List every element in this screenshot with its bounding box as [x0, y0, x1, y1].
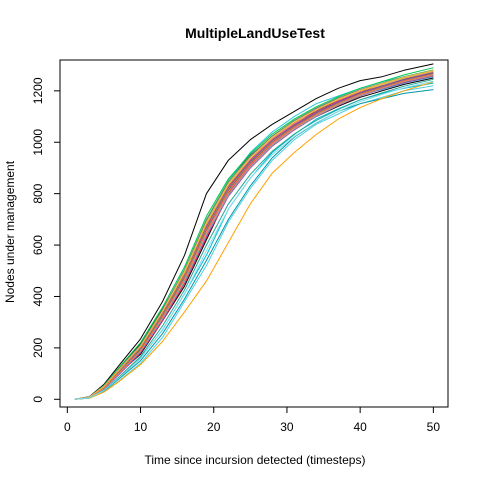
series-line-29 — [74, 73, 434, 400]
series-line-12 — [74, 71, 434, 400]
series-line-20 — [74, 73, 434, 400]
x-axis-label: Time since incursion detected (timesteps… — [145, 453, 366, 467]
series-line-15 — [74, 75, 434, 400]
series-line-6 — [74, 69, 434, 400]
x-tick-label: 20 — [207, 420, 221, 434]
series-line-2 — [74, 71, 434, 400]
series-line-26 — [74, 70, 434, 400]
series-line-32 — [74, 80, 434, 400]
series-line-14 — [74, 72, 434, 400]
series-line-17 — [74, 71, 434, 400]
y-tick-label: 800 — [31, 183, 45, 203]
series-line-1 — [74, 74, 434, 400]
y-tick-label: 200 — [31, 338, 45, 358]
x-tick-label: 30 — [280, 420, 294, 434]
x-tick-label: 40 — [353, 420, 367, 434]
y-axis-label: Nodes under management — [3, 160, 17, 303]
series-line-22 — [74, 74, 434, 400]
series-line-16 — [74, 69, 434, 400]
series-line-11 — [74, 73, 434, 400]
series-layer — [74, 63, 434, 400]
series-line-30 — [74, 70, 434, 400]
x-tick-label: 0 — [64, 420, 71, 434]
series-line-4 — [74, 77, 434, 400]
y-tick-label: 600 — [31, 235, 45, 255]
y-tick-label: 0 — [31, 396, 45, 403]
series-line-18 — [74, 67, 434, 400]
series-line-24 — [74, 69, 434, 400]
series-line-9 — [74, 89, 434, 400]
chart-title: MultipleLandUseTest — [185, 25, 325, 41]
x-tick-label: 10 — [134, 420, 148, 434]
series-line-27 — [74, 74, 434, 400]
plot-frame — [59, 59, 449, 408]
axes-layer: 0 10 20 30 40 50 0 200 400 600 800 1000 1200 — [31, 77, 440, 434]
x-tick-label: 50 — [427, 420, 441, 434]
y-tick-label: 1200 — [31, 77, 45, 104]
y-tick-label: 400 — [31, 286, 45, 306]
series-line-19 — [74, 74, 434, 400]
series-line-28 — [74, 73, 434, 400]
series-line-13 — [74, 74, 434, 400]
series-line-25 — [74, 73, 434, 400]
series-line-8 — [74, 76, 434, 400]
series-line-31 — [74, 78, 434, 400]
series-line-3 — [74, 63, 434, 400]
series-line-7 — [74, 85, 434, 400]
series-line-5 — [74, 82, 434, 400]
y-tick-label: 1000 — [31, 129, 45, 156]
series-line-10 — [74, 81, 434, 400]
series-line-23 — [74, 72, 434, 400]
series-line-21 — [74, 70, 434, 400]
